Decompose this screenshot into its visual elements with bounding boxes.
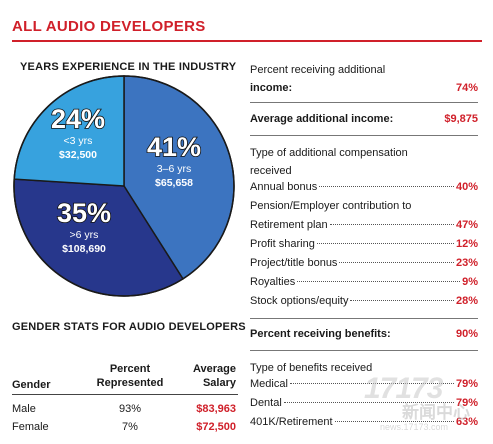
page-title: ALL AUDIO DEVELOPERS (12, 18, 206, 35)
avg-additional-income-label: Average additional income: (250, 113, 394, 125)
list-item-value: 23% (455, 257, 478, 269)
table-row-percent: 7% (122, 421, 138, 433)
slice-percent-label: 35% (57, 198, 111, 228)
percent-col-header-line1: Percent (109, 363, 151, 375)
slice-salary-label: $32,500 (59, 149, 97, 161)
list-item-label: Medical (250, 378, 288, 390)
dot-leader (339, 262, 454, 263)
list-item-value: 9% (462, 276, 478, 288)
gender-col-header: Gender (12, 379, 51, 391)
list-item-label: Dental (250, 397, 282, 409)
table-row-percent: 93% (118, 403, 142, 415)
benefits-title: Type of benefits received (250, 362, 373, 374)
list-item-label: Retirement plan (250, 219, 328, 231)
compensation-title-1: Type of additional compensation (250, 147, 408, 159)
list-item-value: 79% (455, 397, 478, 409)
divider (250, 135, 478, 136)
list-item-label: Profit sharing (250, 238, 315, 250)
benefits-pct-label: Percent receiving benefits: (250, 328, 391, 340)
table-row-salary: $83,963 (196, 403, 236, 415)
list-item-value: 79% (455, 378, 478, 390)
list-item: Project/title bonus 23% (250, 257, 478, 276)
pie-chart-title: YEARS EXPERIENCE IN THE INDUSTRY (20, 61, 237, 73)
list-item: Dental 79% (250, 397, 478, 416)
slice-salary-label: $65,658 (155, 177, 193, 189)
slice-category-label: >6 yrs (70, 229, 99, 241)
pie-outline (13, 75, 235, 297)
slice-percent-label: 24% (51, 104, 105, 134)
list-item-label: Pension/Employer contribution to (250, 200, 412, 212)
slice-percent-label: 41% (147, 132, 201, 162)
avg-additional-income-value: $9,875 (444, 113, 478, 125)
list-item-value: 12% (455, 238, 478, 250)
list-item: Retirement plan 47% (250, 219, 478, 238)
dot-leader (334, 421, 454, 422)
list-item-label: Royalties (250, 276, 296, 288)
benefits-pct-value: 90% (455, 328, 478, 340)
divider (250, 318, 478, 319)
list-item: Stock options/equity 28% (250, 295, 478, 314)
compensation-title-2: received (250, 165, 292, 177)
dot-leader (329, 224, 454, 225)
gender-stats-title: GENDER STATS FOR AUDIO DEVELOPERS (12, 321, 246, 333)
list-item-value: 47% (455, 219, 478, 231)
divider (250, 102, 478, 103)
list-item-label: Stock options/equity (250, 295, 349, 307)
dot-leader (319, 186, 454, 187)
additional-income-stat: income: 74% (250, 79, 478, 98)
list-item: Pension/Employer contribution to (250, 200, 478, 219)
dot-leader (316, 243, 454, 244)
title-rule (12, 40, 482, 42)
slice-salary-label: $108,690 (62, 243, 106, 255)
list-item: Profit sharing 12% (250, 238, 478, 257)
salary-col-header-line1: Average (192, 363, 236, 375)
slice-category-label: 3–6 yrs (157, 163, 191, 175)
table-row-gender: Female (12, 421, 49, 433)
list-item: Medical 79% (250, 378, 478, 397)
additional-income-label-1: Percent receiving additional (250, 64, 386, 76)
divider (250, 350, 478, 351)
gender-table-rule (12, 394, 238, 395)
list-item-label: 401K/Retirement (250, 416, 333, 428)
list-item-value: 28% (455, 295, 478, 307)
dot-leader (289, 383, 454, 384)
table-row-gender: Male (12, 403, 36, 415)
list-item: Royalties 9% (250, 276, 478, 295)
additional-income-value: 74% (455, 82, 478, 94)
list-item-value: 63% (455, 416, 478, 428)
additional-income-label-2: income: (250, 82, 293, 94)
dot-leader (283, 402, 454, 403)
list-item-value: 40% (455, 181, 478, 193)
avg-additional-income-stat: Average additional income: $9,875 (250, 110, 478, 129)
experience-pie-chart: 41%3–6 yrs $65,658 35%>6 yrs $108,690 24%<3 … (13, 75, 235, 297)
dot-leader (297, 281, 461, 282)
salary-col-header: Average Salary (176, 362, 236, 390)
dot-leader (350, 300, 454, 301)
list-item-label: Annual bonus (250, 181, 318, 193)
percent-col-header-line2: Represented (96, 377, 164, 389)
benefits-pct-stat: Percent receiving benefits: 90% (250, 325, 478, 344)
list-item-label: Project/title bonus (250, 257, 338, 269)
percent-col-header: Percent Represented (90, 362, 170, 390)
salary-col-header-line2: Salary (202, 377, 236, 389)
table-row-salary: $72,500 (196, 421, 236, 433)
list-item: 401K/Retirement 63% (250, 416, 478, 435)
slice-category-label: <3 yrs (64, 135, 93, 147)
list-item: Annual bonus 40% (250, 181, 478, 200)
